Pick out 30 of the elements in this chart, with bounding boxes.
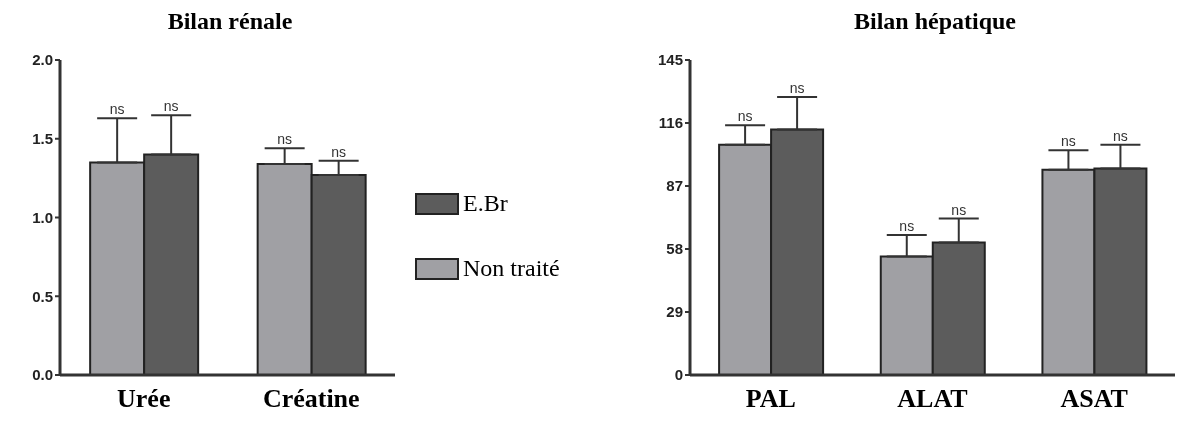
annotation: ns	[109, 101, 125, 118]
chart-title: Bilan hépatique	[852, 8, 1017, 35]
y-tick-label: 0.0	[32, 366, 53, 384]
annotation: ns	[737, 108, 753, 125]
x-tick-label: ASAT	[1060, 384, 1128, 414]
y-tick-label: 1.5	[32, 130, 53, 148]
y-tick-label: 58	[666, 240, 683, 258]
annotation: ns	[163, 98, 179, 115]
chart-title: Bilan rénale	[166, 8, 294, 35]
y-tick-label: 116	[658, 114, 683, 132]
legend-label: E.Br	[463, 190, 508, 217]
y-tick-label: 87	[666, 177, 683, 195]
y-tick-label: 145	[657, 51, 683, 69]
x-tick-label: Urée	[117, 384, 171, 414]
x-tick-label: Créatine	[262, 384, 360, 414]
annotation: ns	[1061, 133, 1076, 150]
y-tick-label: 29	[666, 303, 683, 321]
y-tick-label: 1.0	[32, 208, 53, 226]
annotation: ns	[951, 201, 967, 218]
y-tick-label: 0.5	[32, 287, 53, 305]
y-tick-label: 2.0	[32, 51, 53, 69]
annotation: ns	[899, 217, 915, 234]
annotation: ns	[789, 79, 805, 96]
annotation: ns	[277, 131, 293, 148]
x-tick-label: PAL	[745, 384, 796, 414]
annotation: ns	[1113, 127, 1128, 144]
legend-label: Non traité	[463, 255, 560, 282]
annotation: ns	[331, 143, 347, 160]
y-tick-label: 0	[674, 366, 683, 384]
x-tick-label: ALAT	[897, 384, 968, 414]
